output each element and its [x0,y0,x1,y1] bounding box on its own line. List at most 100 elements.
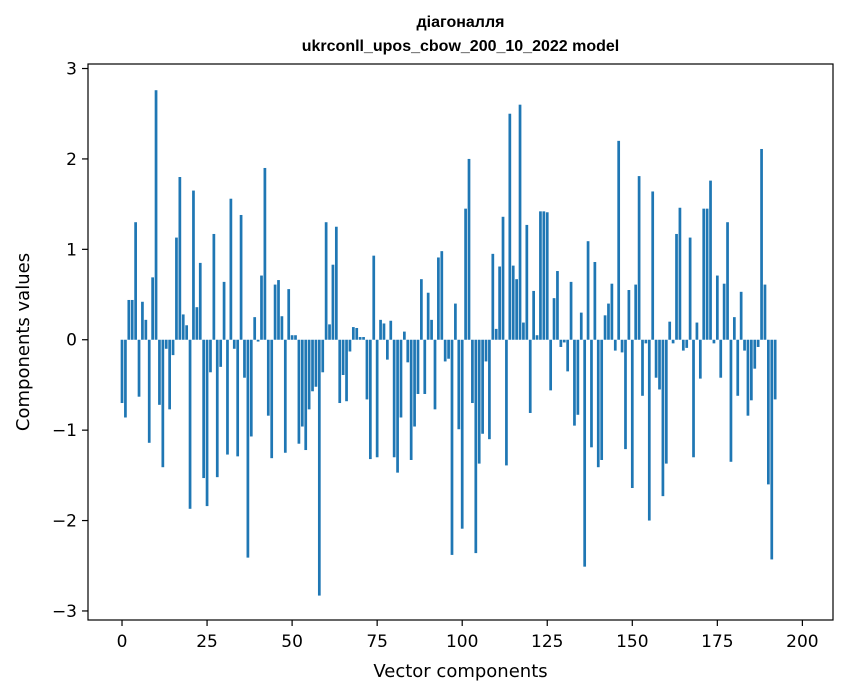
bar-component-115 [511,265,515,340]
bar-component-110 [494,328,498,340]
bar-component-50 [290,335,294,340]
bar-component-106 [481,339,484,434]
bar-component-140 [596,339,600,468]
bar-component-29 [219,339,223,367]
bar-component-62 [331,264,335,340]
bar-component-7 [144,319,148,340]
bar-component-141 [600,339,604,460]
bar-component-90 [426,292,430,340]
bar-component-108 [488,339,491,440]
bar-component-157 [654,339,658,378]
bar-component-136 [583,339,587,567]
bar-component-80 [392,339,396,458]
bar-component-97 [450,339,454,555]
bar-component-128 [556,271,559,340]
bar-component-86 [413,339,416,427]
y-tick-label: 0 [66,331,77,351]
bar-component-42 [263,167,267,340]
bar-component-52 [297,339,301,444]
bar-component-85 [409,339,413,460]
bar-component-51 [294,335,297,340]
bar-component-117 [518,104,522,340]
bar-component-21 [192,190,195,340]
bar-component-83 [403,331,406,340]
bar-component-181 [736,339,740,396]
bar-component-10 [154,90,158,340]
bar-component-8 [147,339,151,443]
bar-component-144 [610,283,614,340]
bar-component-146 [617,140,621,340]
bar-component-168 [692,339,695,458]
bar-component-64 [338,339,342,404]
bar-component-55 [307,339,311,410]
bar-component-76 [379,319,382,340]
bar-component-166 [685,339,689,348]
bar-component-43 [266,339,270,416]
bar-component-137 [586,241,590,340]
bar-component-73 [368,339,372,460]
bar-component-103 [471,339,474,404]
bar-component-102 [467,158,471,340]
x-tick-label: 25 [196,632,218,652]
bar-component-96 [447,339,450,359]
y-tick-label: −1 [52,421,77,441]
chart-subtitle: ukrconll_upos_cbow_200_10_2022 model [302,38,619,55]
x-tick-label: 100 [446,632,478,652]
bar-component-38 [249,339,253,437]
bar-component-12 [161,339,165,468]
bar-component-53 [300,339,304,427]
bar-component-119 [525,224,529,340]
bar-component-16 [175,237,178,340]
bar-component-184 [746,339,750,416]
plot-frame [87,63,834,621]
bar-component-123 [539,211,542,340]
bar-component-67 [348,339,352,352]
x-tick-label: 175 [701,632,733,652]
bar-component-91 [430,319,433,340]
bar-component-149 [627,290,631,340]
bar-component-138 [590,339,593,448]
bar-component-145 [613,339,617,351]
bar-component-153 [641,339,644,396]
bar-component-54 [304,339,308,451]
bar-component-18 [181,314,185,340]
bar-component-9 [151,277,154,340]
y-axis-ticks: −3 −2 −1 0 1 2 3 [52,60,88,622]
bar-component-92 [433,339,437,410]
bar-component-46 [277,280,280,340]
bar-component-124 [542,211,546,340]
bar-component-22 [195,307,199,340]
bar-component-58 [317,339,321,596]
bar-component-61 [328,324,331,340]
bar-component-192 [773,339,777,400]
bar-component-66 [345,339,348,402]
bar-component-47 [280,316,284,340]
bar-component-35 [239,214,243,340]
bar-component-165 [681,339,685,351]
bar-component-100 [460,339,464,529]
bar-component-121 [532,290,535,340]
bar-component-82 [399,339,403,418]
x-tick-label: 0 [117,632,128,652]
bar-component-25 [205,339,209,507]
bar-component-94 [440,251,444,340]
bar-component-177 [722,283,726,340]
bar-component-175 [715,275,719,340]
bar-component-34 [236,339,240,457]
bar-component-187 [756,339,760,347]
bar-component-15 [171,339,175,356]
bar-component-81 [396,339,399,473]
bar-component-167 [688,237,692,340]
bar-component-173 [709,180,712,340]
bar-component-32 [229,198,233,340]
bar-component-71 [362,337,365,340]
bar-component-172 [705,208,709,340]
bar-component-111 [498,266,501,340]
bar-component-143 [607,303,610,340]
bar-component-30 [222,281,226,340]
bar-component-84 [406,339,410,363]
bar-component-31 [226,339,229,455]
bar-component-160 [664,339,668,464]
bar-component-95 [443,339,447,362]
